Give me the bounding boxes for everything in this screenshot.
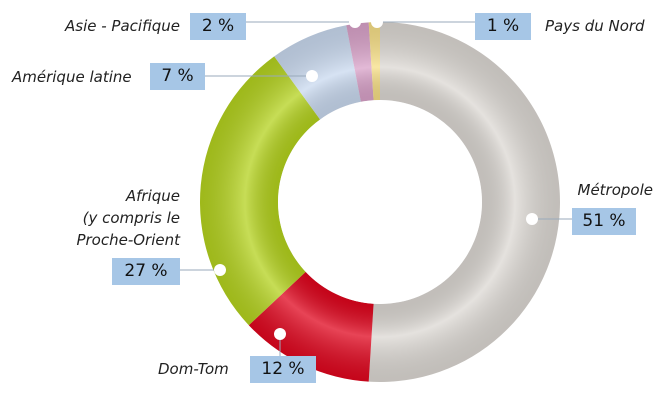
leader-dot bbox=[214, 264, 226, 276]
hole bbox=[278, 100, 482, 304]
value-label: 27 % bbox=[112, 258, 180, 285]
category-label: Métropole bbox=[577, 181, 654, 199]
leader-dot bbox=[371, 16, 383, 28]
leader-dot bbox=[349, 16, 361, 28]
value-label: 1 % bbox=[475, 13, 531, 40]
category-label: Amérique latine bbox=[12, 68, 132, 86]
category-label: Asie - Pacifique bbox=[65, 17, 181, 35]
value-label: 12 % bbox=[250, 356, 316, 383]
leader-dot bbox=[274, 328, 286, 340]
leader-dot bbox=[526, 213, 538, 225]
leader-dot bbox=[306, 70, 318, 82]
value-label: 7 % bbox=[150, 63, 205, 90]
category-label: Dom-Tom bbox=[158, 360, 229, 378]
value-label: 2 % bbox=[190, 13, 246, 40]
value-label: 51 % bbox=[572, 208, 636, 235]
category-label: Afrique (y compris le Proche-Orient bbox=[76, 187, 180, 249]
category-label: Pays du Nord bbox=[545, 17, 645, 35]
